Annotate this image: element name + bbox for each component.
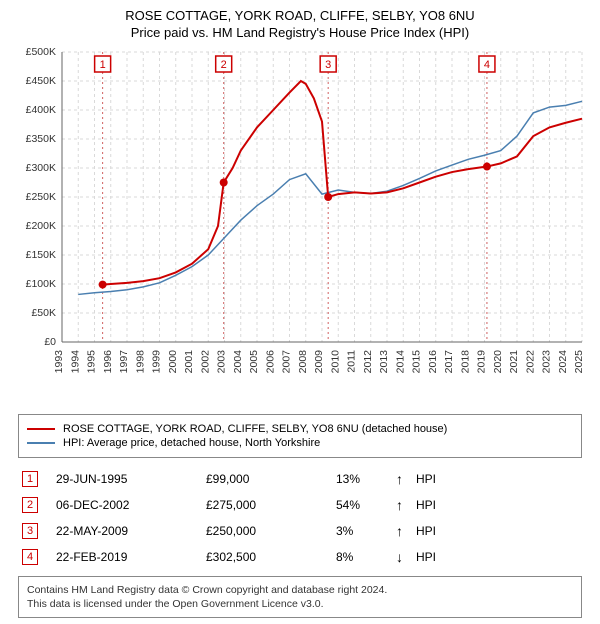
svg-text:2022: 2022 [524,350,536,374]
svg-text:£500K: £500K [26,46,56,58]
event-marker: 2 [22,497,38,513]
svg-text:2024: 2024 [557,350,569,374]
legend-swatch [27,428,55,430]
svg-text:1996: 1996 [102,350,114,374]
svg-text:2013: 2013 [378,350,390,374]
license-line-1: Contains HM Land Registry data © Crown c… [27,583,573,597]
svg-text:2005: 2005 [248,350,260,374]
svg-text:2014: 2014 [394,350,406,374]
event-date: 22-MAY-2009 [56,524,206,538]
svg-text:4: 4 [484,59,490,71]
svg-text:2012: 2012 [362,350,374,374]
arrow-icon: ↓ [396,549,416,565]
svg-text:£100K: £100K [26,278,56,290]
legend-swatch [27,442,55,444]
svg-text:£300K: £300K [26,162,56,174]
arrow-icon: ↑ [396,523,416,539]
event-marker: 4 [22,549,38,565]
event-hpi-label: HPI [416,498,456,512]
svg-text:2003: 2003 [216,350,228,374]
svg-text:1993: 1993 [53,350,65,374]
svg-text:2017: 2017 [443,350,455,374]
event-row: 4 22-FEB-2019£302,5008%↓HPI [18,544,582,570]
svg-text:2009: 2009 [313,350,325,374]
svg-text:2021: 2021 [508,350,520,374]
svg-text:2004: 2004 [232,350,244,374]
svg-text:1995: 1995 [86,350,98,374]
legend-item: ROSE COTTAGE, YORK ROAD, CLIFFE, SELBY, … [27,423,573,435]
event-date: 29-JUN-1995 [56,472,206,486]
svg-text:2007: 2007 [281,350,293,374]
legend-label: HPI: Average price, detached house, Nort… [63,437,320,449]
svg-text:£400K: £400K [26,104,56,116]
svg-text:£200K: £200K [26,220,56,232]
title-line-2: Price paid vs. HM Land Registry's House … [10,25,590,40]
svg-text:1999: 1999 [151,350,163,374]
svg-text:2011: 2011 [346,350,358,373]
event-diff: 3% [336,524,396,538]
event-marker: 3 [22,523,38,539]
events-table: 129-JUN-1995£99,00013%↑HPI206-DEC-2002£2… [18,466,582,570]
title-line-1: ROSE COTTAGE, YORK ROAD, CLIFFE, SELBY, … [10,8,590,23]
svg-text:2002: 2002 [199,350,211,374]
price-chart: £0 £50K £100K £150K £200K £250K £300K £350K £400… [10,44,590,404]
chart-legend: ROSE COTTAGE, YORK ROAD, CLIFFE, SELBY, … [18,414,582,458]
arrow-icon: ↑ [396,471,416,487]
event-diff: 54% [336,498,396,512]
event-row: 1 29-JUN-1995£99,00013%↑HPI [18,466,582,492]
svg-text:2023: 2023 [541,350,553,374]
event-diff: 8% [336,550,396,564]
svg-text:1997: 1997 [118,350,130,374]
svg-text:2008: 2008 [297,350,309,374]
event-price: £302,500 [206,550,336,564]
event-price: £99,000 [206,472,336,486]
svg-text:2000: 2000 [167,350,179,374]
svg-text:1994: 1994 [69,350,81,374]
svg-text:£250K: £250K [26,191,56,203]
event-row: 2 06-DEC-2002£275,00054%↑HPI [18,492,582,518]
license-notice: Contains HM Land Registry data © Crown c… [18,576,582,618]
svg-text:2016: 2016 [427,350,439,374]
event-date: 06-DEC-2002 [56,498,206,512]
svg-text:1: 1 [100,59,106,71]
svg-text:2020: 2020 [492,350,504,374]
svg-text:2001: 2001 [183,350,195,374]
event-marker: 1 [22,471,38,487]
event-hpi-label: HPI [416,524,456,538]
svg-text:2025: 2025 [573,350,585,374]
event-price: £275,000 [206,498,336,512]
chart-svg: £0 £50K £100K £150K £200K £250K £300K £350K £400… [10,44,590,404]
event-hpi-label: HPI [416,472,456,486]
svg-text:£0: £0 [44,336,56,348]
svg-text:3: 3 [325,59,331,71]
svg-text:2010: 2010 [329,350,341,374]
svg-text:£150K: £150K [26,249,56,261]
event-row: 3 22-MAY-2009£250,0003%↑HPI [18,518,582,544]
event-date: 22-FEB-2019 [56,550,206,564]
svg-text:£350K: £350K [26,133,56,145]
event-price: £250,000 [206,524,336,538]
svg-text:£450K: £450K [26,75,56,87]
event-diff: 13% [336,472,396,486]
chart-title-block: ROSE COTTAGE, YORK ROAD, CLIFFE, SELBY, … [10,8,590,40]
svg-text:2006: 2006 [264,350,276,374]
legend-label: ROSE COTTAGE, YORK ROAD, CLIFFE, SELBY, … [63,423,447,435]
license-line-2: This data is licensed under the Open Gov… [27,597,573,611]
svg-text:£50K: £50K [31,307,56,319]
arrow-icon: ↑ [396,497,416,513]
legend-item: HPI: Average price, detached house, Nort… [27,437,573,449]
event-hpi-label: HPI [416,550,456,564]
svg-text:1998: 1998 [134,350,146,374]
svg-text:2015: 2015 [411,350,423,374]
svg-text:2018: 2018 [459,350,471,374]
svg-text:2019: 2019 [476,350,488,374]
svg-text:2: 2 [221,59,227,71]
